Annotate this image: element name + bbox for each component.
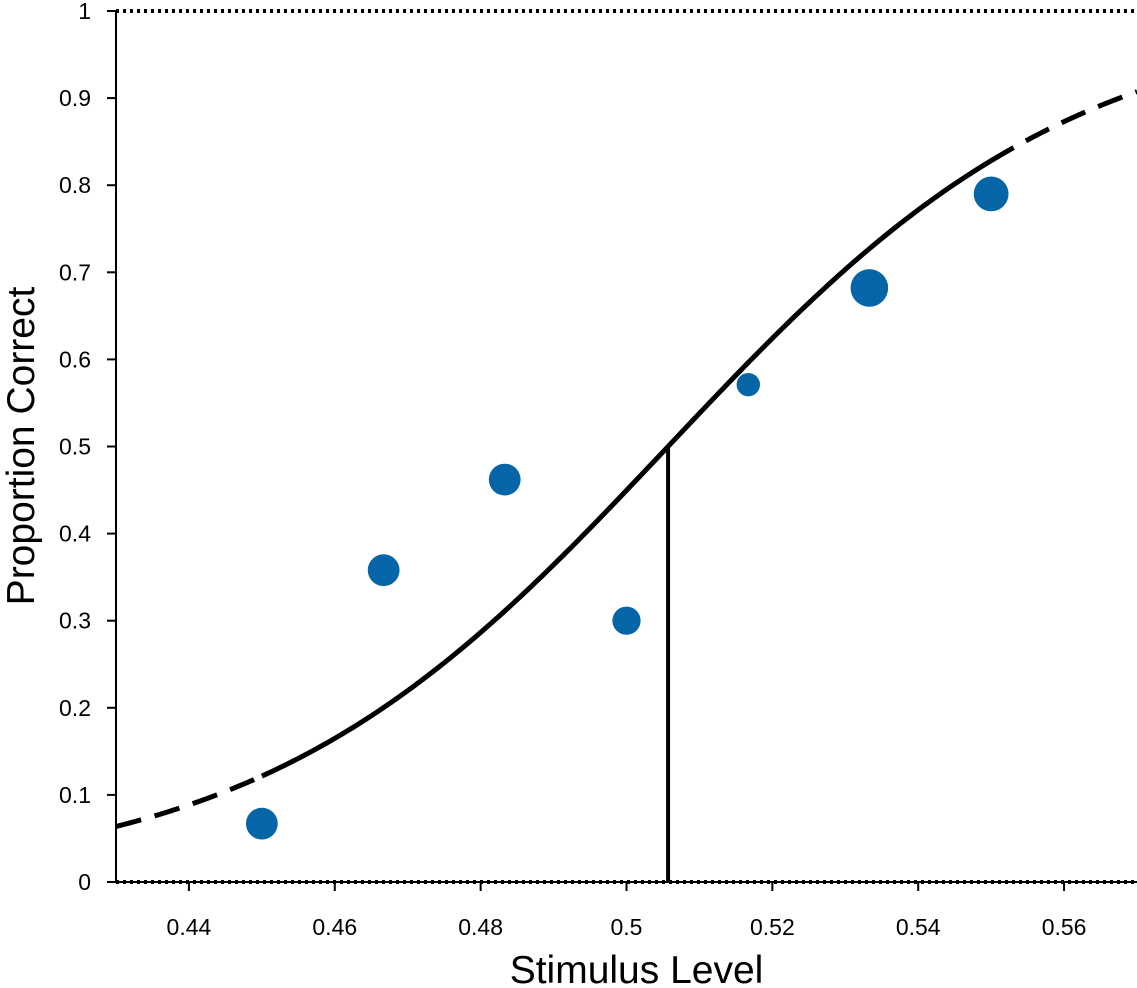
data-point — [612, 606, 641, 635]
x-tick-label: 0.56 — [1042, 914, 1087, 940]
data-points — [245, 176, 1009, 840]
y-tick-label: 0.6 — [59, 346, 91, 372]
axes — [115, 11, 1137, 883]
data-point — [245, 807, 278, 840]
x-tick-label: 0.52 — [750, 914, 795, 940]
x-tick-label: 0.46 — [312, 914, 357, 940]
y-tick-label: 0.1 — [59, 782, 91, 808]
y-tick-label: 0.5 — [59, 434, 91, 460]
x-tick-label: 0.54 — [896, 914, 941, 940]
x-tick-label: 0.44 — [167, 914, 212, 940]
y-tick-label: 1 — [78, 0, 91, 24]
y-tick-label: 0.3 — [59, 608, 91, 634]
y-tick-label: 0 — [78, 869, 91, 895]
data-point — [488, 463, 521, 496]
x-tick-label: 0.48 — [458, 914, 503, 940]
x-axis-ticks: 0.44 0.46 0.48 0.5 0.52 0.54 0.56 — [167, 882, 1087, 940]
y-tick-label: 0.9 — [59, 85, 91, 111]
data-point — [736, 372, 760, 397]
x-axis-title: Stimulus Level — [510, 949, 764, 988]
y-axis-title: Proportion Correct — [0, 287, 43, 606]
fit-curve-dashed-right — [989, 89, 1137, 163]
data-point — [850, 269, 889, 307]
data-point — [973, 176, 1009, 212]
y-axis-ticks: 0 0.1 0.2 0.3 0.4 0.5 0.6 0.7 0.8 0.9 1 — [59, 0, 116, 895]
x-tick-label: 0.5 — [611, 914, 643, 940]
reference-lines — [116, 9, 1137, 884]
y-tick-label: 0.2 — [59, 695, 91, 721]
y-tick-label: 0.8 — [59, 172, 91, 198]
y-tick-label: 0.7 — [59, 259, 91, 285]
fit-curve — [115, 89, 1137, 829]
y-tick-label: 0.4 — [59, 521, 91, 547]
fit-curve-solid — [260, 158, 993, 779]
fit-curve-dashed-left — [115, 773, 263, 829]
data-point — [367, 554, 400, 587]
